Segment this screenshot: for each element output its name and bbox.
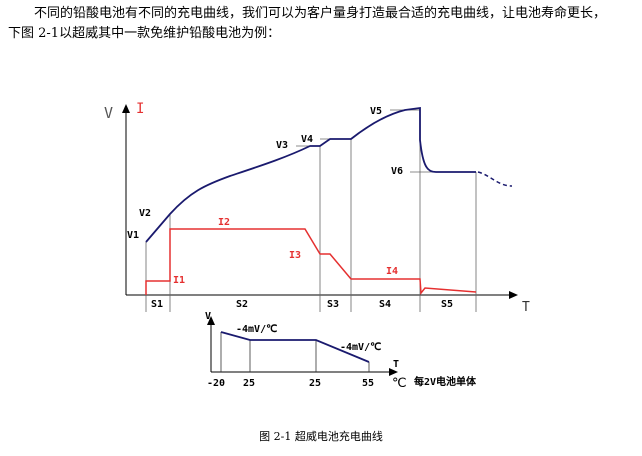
current-curve — [145, 228, 477, 295]
intro-line-2: 下图 2-1以超威其中一款免维护铅酸电池为例： — [8, 26, 281, 41]
stage-labels: S1 S2 S3 S4 S5 — [151, 299, 453, 310]
current-labels: I1 I2 I3 I4 — [173, 217, 398, 286]
label-v3: V3 — [276, 140, 288, 151]
label-s1: S1 — [151, 299, 163, 310]
label-v1: V1 — [127, 230, 139, 241]
x-axis-arrow — [509, 291, 518, 299]
label-i3: I3 — [289, 250, 301, 261]
inset-ticks: -20 25 25 55 — [207, 378, 374, 389]
inset-v-label: V — [205, 311, 211, 322]
intro-paragraph: 不同的铅酸电池有不同的充电曲线，我们可以为客户量身打造最合适的充电曲线，让电池寿… — [8, 4, 638, 44]
label-v6: V6 — [391, 166, 403, 177]
label-i2: I2 — [218, 217, 230, 228]
axis-i-label: I — [136, 101, 144, 117]
y-axis-arrow — [122, 104, 130, 113]
intro-line-1: 不同的铅酸电池有不同的充电曲线，我们可以为客户量身打造最合适的充电曲线，让电池寿… — [34, 6, 607, 21]
inset-unit-label: ℃ — [392, 376, 407, 391]
inset-tick-4: 55 — [362, 378, 374, 389]
label-v2: V2 — [139, 208, 151, 219]
axis-v-label: V — [104, 104, 113, 122]
inset-tick-2: 25 — [243, 378, 255, 389]
label-s4: S4 — [379, 299, 391, 310]
main-axes — [122, 104, 518, 299]
label-v5: V5 — [370, 106, 382, 117]
voltage-guides — [296, 109, 476, 173]
label-v4: V4 — [301, 134, 313, 145]
label-s2: S2 — [236, 299, 248, 310]
inset-tick-3: 25 — [309, 378, 321, 389]
inset-y-arrow — [207, 316, 215, 325]
inset-voltage-curve — [220, 331, 370, 363]
inset-annotation-left: -4mV/℃ — [236, 324, 277, 335]
label-i1: I1 — [173, 275, 185, 286]
figure-caption: 图 2-1 超威电池充电曲线 — [259, 430, 383, 443]
label-s3: S3 — [327, 299, 339, 310]
inset-t-label: T — [393, 359, 399, 370]
label-s5: S5 — [441, 299, 453, 310]
inset-annotation-right: -4mV/℃ — [340, 342, 381, 353]
voltage-curve — [145, 106, 476, 243]
inset-x-arrow — [389, 368, 398, 376]
temperature-compensation-inset: V T -4mV/℃ -4mV/℃ -20 25 25 55 ℃ 每2V电池单体 — [205, 311, 477, 391]
inset-guides — [220, 332, 370, 372]
inset-note: 每2V电池单体 — [414, 375, 477, 388]
voltage-labels: V1 V2 V3 V4 V5 V6 — [127, 106, 403, 241]
axis-t-label: T — [522, 300, 530, 315]
inset-tick-1: -20 — [207, 378, 225, 389]
label-i4: I4 — [386, 266, 398, 277]
voltage-curve-dashed — [477, 171, 513, 187]
